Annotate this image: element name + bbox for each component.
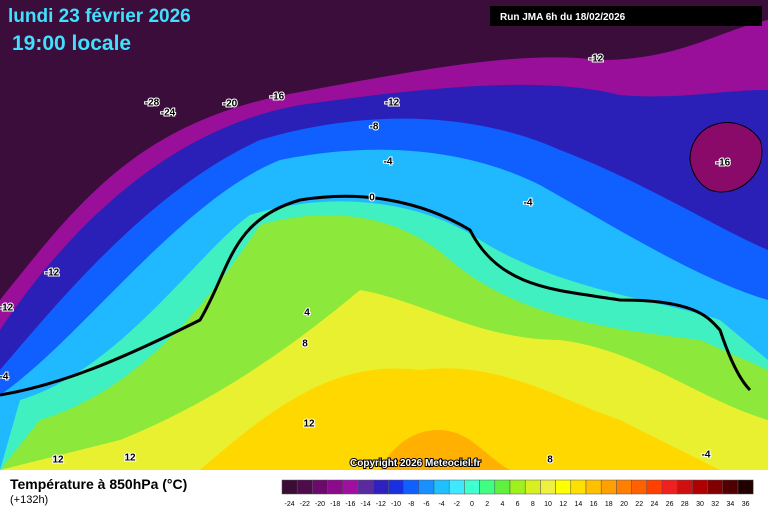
color-swatch: [600, 479, 617, 495]
color-swatch: [327, 479, 344, 495]
contour-label: 12: [124, 453, 136, 464]
color-swatch: [646, 479, 663, 495]
color-swatch: [585, 479, 602, 495]
contour-label: -8: [370, 122, 379, 133]
color-tick: 6: [516, 501, 520, 508]
color-swatch: [372, 479, 389, 495]
color-swatch: [494, 479, 511, 495]
color-swatch: [540, 479, 556, 495]
temp-zone: [200, 368, 720, 470]
color-swatch: [616, 479, 632, 495]
run-box: [490, 6, 762, 26]
color-swatch: [737, 479, 754, 495]
color-tick: -14: [361, 501, 371, 508]
legend-title: Température à 850hPa (°C): [10, 476, 187, 492]
color-tick: 34: [727, 501, 735, 508]
color-swatch: [464, 479, 480, 495]
color-swatch: [433, 479, 450, 495]
contour-label: -4: [0, 372, 9, 383]
color-swatch: [357, 479, 374, 495]
color-swatch: [631, 479, 648, 495]
color-swatch: [418, 479, 435, 495]
contour-label: -16: [270, 92, 285, 103]
contour-label: 12: [303, 419, 315, 430]
color-swatch: [722, 479, 739, 495]
contour-label: -20: [223, 99, 238, 110]
color-tick: 30: [696, 501, 704, 508]
color-tick: 16: [590, 501, 598, 508]
color-swatch: [676, 479, 693, 495]
color-tick: 18: [605, 501, 613, 508]
contour-label: -12: [45, 268, 60, 279]
color-tick: -20: [315, 501, 325, 508]
contour-label: 12: [52, 455, 64, 466]
color-tick: 14: [575, 501, 583, 508]
color-swatch: [296, 479, 313, 495]
contour-label: 8: [302, 339, 308, 350]
color-tick: 12: [559, 501, 567, 508]
contour-label: 0: [369, 193, 375, 204]
color-swatch: [479, 479, 496, 495]
color-swatch: [524, 479, 541, 495]
color-tick: 20: [620, 501, 628, 508]
color-tick: 28: [681, 501, 689, 508]
color-swatch: [555, 479, 572, 495]
color-swatch: [312, 479, 328, 495]
contour-label: -4: [524, 198, 533, 209]
legend-subtitle: (+132h): [10, 494, 48, 506]
color-tick: 4: [500, 501, 504, 508]
contour-label: 4: [304, 308, 310, 319]
contour-label: -16: [716, 158, 731, 169]
color-tick: -4: [438, 501, 444, 508]
run-info: Run JMA 6h du 18/02/2026: [500, 12, 626, 23]
contour-label: -4: [702, 450, 711, 461]
copyright: Copyright 2026 Meteociel.fr: [350, 458, 481, 469]
contour-label: 8: [547, 455, 553, 466]
color-swatch: [448, 479, 465, 495]
color-tick: -8: [408, 501, 414, 508]
color-swatch: [342, 479, 359, 495]
color-tick: -12: [376, 501, 386, 508]
color-tick: -10: [391, 501, 401, 508]
color-tick: -2: [454, 501, 460, 508]
color-swatch: [692, 479, 708, 495]
color-swatch: [388, 479, 404, 495]
cold-core: [689, 122, 763, 193]
contour-label: -4: [384, 157, 393, 168]
color-tick: 10: [544, 501, 552, 508]
color-swatch: [707, 479, 724, 495]
color-tick: 22: [635, 501, 643, 508]
map-time: 19:00 locale: [12, 32, 131, 55]
color-swatch: [661, 479, 678, 495]
color-tick: 26: [666, 501, 674, 508]
color-tick: -6: [423, 501, 429, 508]
contour-label: -12: [589, 54, 604, 65]
temp-zone: [380, 430, 510, 470]
color-swatch: [570, 479, 587, 495]
contour-label: -24: [161, 108, 176, 119]
zero-isotherm: [0, 194, 752, 397]
color-swatch: [403, 479, 420, 495]
contour-label: -12: [0, 303, 14, 314]
color-tick: 36: [742, 501, 750, 508]
color-tick: -22: [300, 501, 310, 508]
contour-label: -12: [385, 98, 400, 109]
color-swatch: [509, 479, 526, 495]
map-date: lundi 23 février 2026: [8, 6, 191, 27]
color-tick: 24: [651, 501, 659, 508]
color-tick: -24: [285, 501, 295, 508]
color-tick: 32: [711, 501, 719, 508]
color-tick: -18: [330, 501, 340, 508]
color-tick: 0: [470, 501, 474, 508]
contour-label: -28: [145, 98, 160, 109]
color-tick: 2: [485, 501, 489, 508]
color-tick: 8: [531, 501, 535, 508]
color-tick: -16: [345, 501, 355, 508]
color-swatch: [281, 479, 298, 495]
